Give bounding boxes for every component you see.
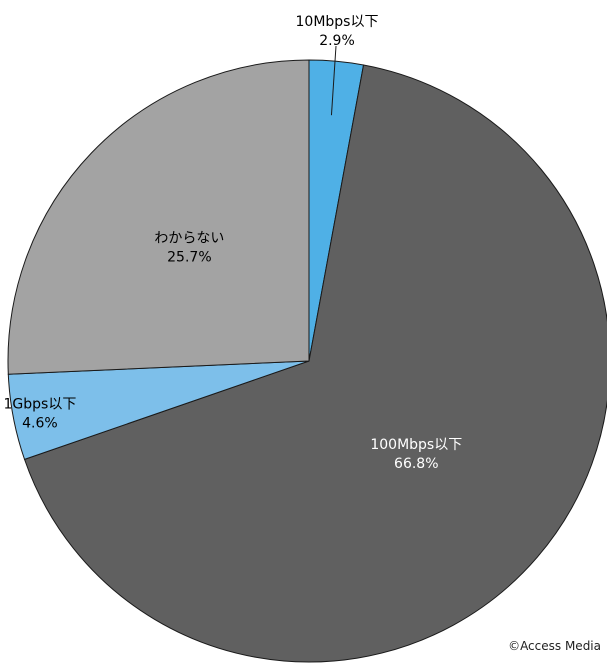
pie-labels: 10Mbps以下 2.9% 100Mbps以下 66.8% 1Gbps以下 4.6% わから… xyxy=(4,14,463,472)
slice-value-label: 4.6% xyxy=(22,415,58,431)
copyright-credit: ©Access Media xyxy=(508,639,601,653)
leader-line xyxy=(330,45,337,116)
slice-value-label: 25.7% xyxy=(167,250,211,266)
slice-label: 100Mbps以下 xyxy=(370,437,462,453)
pie-slices xyxy=(7,59,607,663)
slice-value-label: 66.8% xyxy=(394,456,438,472)
slice-label: わからない xyxy=(154,231,224,247)
slice-label: 10Mbps以下 xyxy=(296,14,379,30)
slice-label: 1Gbps以下 xyxy=(4,396,77,412)
pie-slice xyxy=(23,64,607,663)
slice-value-label: 2.9% xyxy=(319,33,355,49)
pie-slice xyxy=(7,59,310,375)
